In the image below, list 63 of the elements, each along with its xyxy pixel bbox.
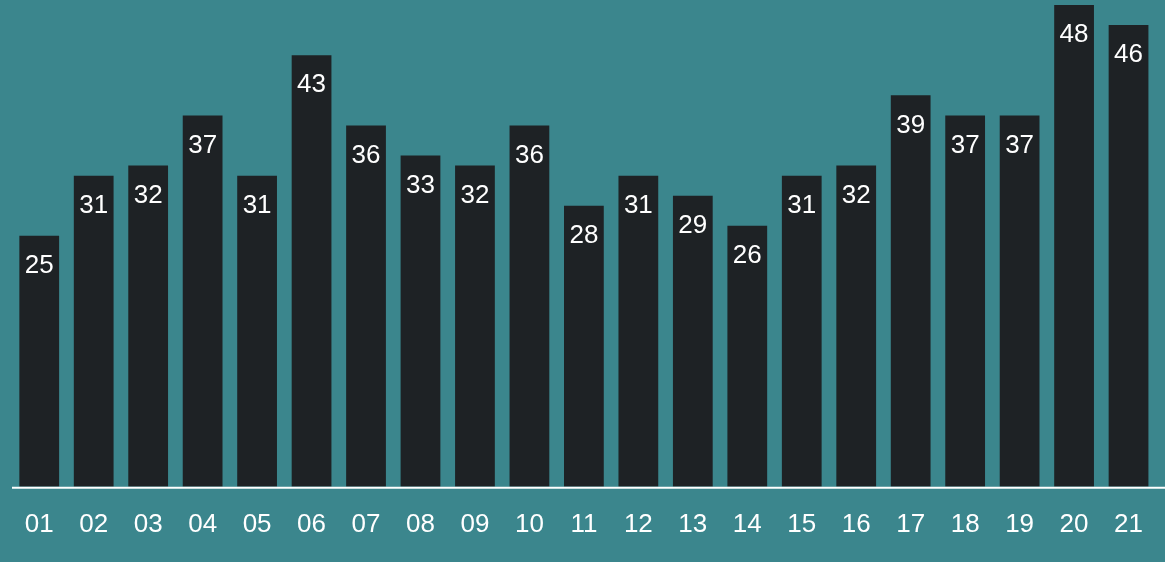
data-label: 26 [732,239,762,269]
x-tick-label: 03 [133,507,163,538]
data-label: 25 [24,249,54,280]
data-label: 37 [188,128,218,159]
bar [945,115,986,487]
bar [400,155,441,487]
bar [19,235,60,487]
bar [618,175,659,487]
bar [781,175,822,487]
x-tick-label: 07 [351,507,381,538]
bar [73,175,114,487]
x-tick-label: 17 [896,507,926,538]
data-label: 46 [1114,38,1143,69]
bar [727,225,768,487]
data-label: 31 [79,188,109,219]
bar [564,205,604,487]
bar [237,175,277,487]
bar [455,165,495,487]
bar [182,115,223,487]
data-label: 31 [623,188,653,219]
data-label: 39 [896,108,926,139]
bar [836,165,877,487]
x-tick-label: 02 [79,507,109,538]
x-tick-label: 16 [841,507,871,538]
bar [672,195,713,487]
data-label: 33 [406,168,435,199]
x-tick-label: 01 [24,507,54,538]
bar [509,125,550,487]
bar [999,115,1040,487]
x-tick-label: 11 [570,507,598,538]
data-label: 32 [841,178,871,209]
data-label: 32 [460,178,490,209]
x-tick-label: 15 [787,507,817,538]
bar [291,55,332,487]
data-label: 31 [242,188,272,219]
x-tick-label: 14 [732,507,762,538]
bar [1054,5,1094,487]
data-label: 36 [514,138,544,169]
x-tick-label: 19 [1005,507,1035,538]
x-tick-label: 06 [297,507,327,538]
x-tick-label: 21 [1114,507,1143,538]
bar [1108,25,1149,487]
data-label: 36 [351,138,381,169]
x-tick-label: 10 [514,507,544,538]
data-label: 37 [1005,128,1035,159]
x-tick-label: 05 [242,507,272,538]
data-label: 31 [787,188,817,219]
x-tick-label: 08 [406,507,435,538]
data-label: 37 [950,128,980,159]
data-label: 48 [1059,18,1089,49]
data-label: 28 [569,218,599,249]
data-label: 43 [297,68,327,99]
x-tick-label: 18 [950,507,980,538]
x-tick-label: 12 [623,507,653,538]
x-tick-label: 20 [1059,507,1089,538]
bar [346,125,386,487]
data-label: 32 [133,178,163,209]
bar [890,95,931,487]
x-tick-label: 09 [460,507,490,538]
x-tick-label: 13 [678,507,708,538]
data-label: 29 [678,208,708,239]
x-tick-label: 04 [188,507,218,538]
bar [128,165,169,487]
